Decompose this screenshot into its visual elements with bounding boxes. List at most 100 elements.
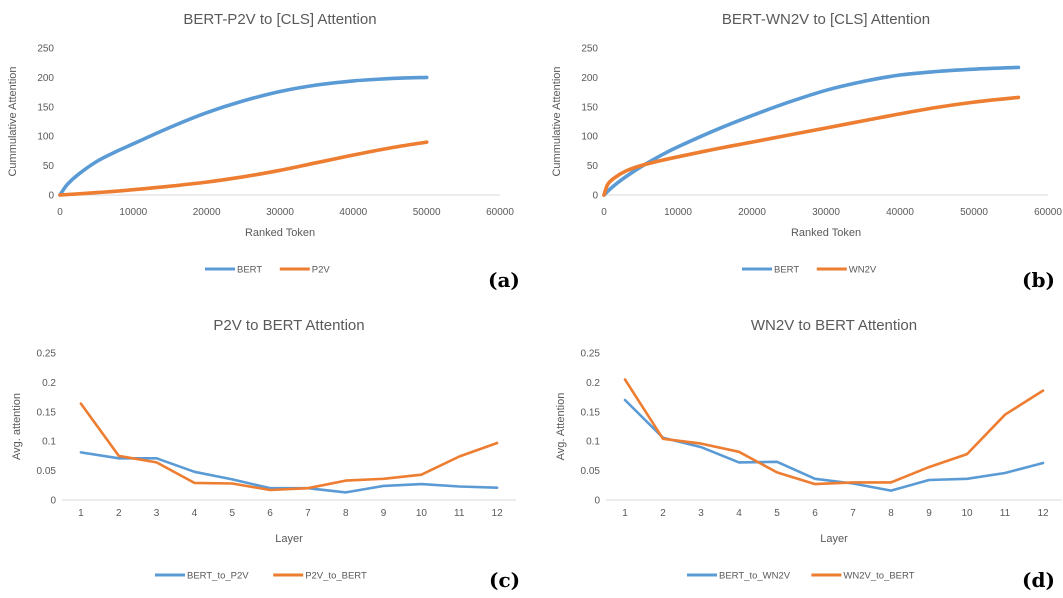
chart-c-ytick: 0.15 xyxy=(37,407,57,418)
chart-d-legend-label: BERT_to_WN2V xyxy=(719,571,791,582)
chart-d-series-wn2v-to-bert-line xyxy=(623,378,1045,486)
chart-b-xtick: 60000 xyxy=(1034,207,1062,218)
chart-a-xtick: 60000 xyxy=(486,207,514,218)
chart-panel-a: BERT-P2V to [CLS] Attention 0 50 100 150 200 2… xyxy=(0,0,531,299)
chart-c-ytick: 0.2 xyxy=(42,378,56,389)
chart-a-series-p2v-line xyxy=(58,140,429,197)
chart-d-xtick: 9 xyxy=(926,508,932,519)
chart-a-ylabel: Cummulative Attention xyxy=(7,66,19,176)
chart-c-xtick: 12 xyxy=(492,508,504,519)
chart-c-xtick: 11 xyxy=(454,508,465,519)
chart-b-legend-label: WN2V xyxy=(849,265,877,276)
chart-b-xlabel: Ranked Token xyxy=(791,227,861,239)
chart-d-legend-label: WN2V_to_BERT xyxy=(843,571,914,582)
chart-d-series-bert-to-wn2v-line xyxy=(623,398,1045,492)
chart-a-ytick: 50 xyxy=(43,161,55,172)
chart-a-ytick: 250 xyxy=(37,44,54,55)
chart-a-svg: BERT-P2V to [CLS] Attention 0 50 100 150 200 2… xyxy=(7,11,514,276)
chart-a-xtick: 20000 xyxy=(193,207,221,218)
chart-b-xtick: 10000 xyxy=(664,207,692,218)
panel-label-a: (a) xyxy=(488,268,520,292)
chart-b-xtick: 30000 xyxy=(812,207,840,218)
chart-b-xtick: 40000 xyxy=(886,207,914,218)
chart-b-svg: BERT-WN2V to [CLS] Attention 0 50 100 150 200… xyxy=(551,11,1062,276)
chart-d-title: WN2V to BERT Attention xyxy=(751,317,917,334)
chart-a-legend-label: P2V xyxy=(312,265,331,276)
chart-c-ytick: 0.1 xyxy=(42,437,56,448)
chart-d-ytick: 0 xyxy=(594,496,600,507)
chart-d-xtick: 12 xyxy=(1037,508,1049,519)
chart-c-xtick: 2 xyxy=(116,508,122,519)
chart-a-ytick: 200 xyxy=(37,73,54,84)
chart-a-xlabel: Ranked Token xyxy=(245,227,315,239)
chart-b-xtick: 20000 xyxy=(738,207,766,218)
chart-a-legend-label: BERT xyxy=(237,265,262,276)
chart-b-ylabel: Cummulative Attention xyxy=(551,66,563,176)
chart-b-title: BERT-WN2V to [CLS] Attention xyxy=(722,11,930,28)
panel-label-b: (b) xyxy=(1022,268,1055,292)
chart-b-ytick: 100 xyxy=(581,132,598,143)
chart-d-ytick: 0.05 xyxy=(581,466,601,477)
chart-d-xtick: 2 xyxy=(660,508,666,519)
chart-c-xtick: 10 xyxy=(416,508,428,519)
chart-c-title: P2V to BERT Attention xyxy=(213,317,364,334)
chart-panel-d: WN2V to BERT Attention 0 0.05 0.1 0.15 0.2 0.2… xyxy=(532,305,1063,598)
chart-a-xtick: 50000 xyxy=(413,207,441,218)
chart-b-ytick: 50 xyxy=(587,161,599,172)
chart-d-xtick: 8 xyxy=(888,508,894,519)
chart-a-title: BERT-P2V to [CLS] Attention xyxy=(183,11,376,28)
chart-a-xtick: 30000 xyxy=(266,207,294,218)
chart-d-ylabel: Avg. Attention xyxy=(555,393,567,461)
chart-d-xtick: 11 xyxy=(1000,508,1011,519)
chart-b-xtick: 0 xyxy=(601,207,607,218)
panel-label-c: (c) xyxy=(489,568,521,592)
chart-c-ytick: 0.05 xyxy=(37,466,57,477)
chart-c-svg: P2V to BERT Attention 0 0.05 0.1 0.15 0.2 0.25… xyxy=(11,317,516,582)
chart-c-xtick: 5 xyxy=(229,508,235,519)
chart-c-xtick: 6 xyxy=(267,508,273,519)
chart-d-ytick: 0.25 xyxy=(581,349,601,360)
chart-c-series-bert-to-p2v-line xyxy=(79,451,499,494)
chart-c-xtick: 8 xyxy=(343,508,349,519)
chart-c-xlabel: Layer xyxy=(275,533,303,545)
chart-d-ytick: 0.1 xyxy=(586,437,600,448)
chart-a-xtick: 10000 xyxy=(119,207,147,218)
chart-c-legend-label: BERT_to_P2V xyxy=(187,571,249,582)
chart-panel-c: P2V to BERT Attention 0 0.05 0.1 0.15 0.2 0.25… xyxy=(0,305,531,598)
chart-c-xtick: 3 xyxy=(154,508,160,519)
chart-d-xtick: 4 xyxy=(736,508,742,519)
chart-c-ylabel: Avg. attention xyxy=(11,393,23,460)
chart-a-xtick: 40000 xyxy=(339,207,367,218)
chart-d-ytick: 0.2 xyxy=(586,378,600,389)
chart-a-xtick: 0 xyxy=(57,207,63,218)
chart-d-svg: WN2V to BERT Attention 0 0.05 0.1 0.15 0.2 0.2… xyxy=(555,317,1062,582)
chart-c-ytick: 0.25 xyxy=(37,349,57,360)
chart-d-xtick: 5 xyxy=(774,508,780,519)
chart-d-xtick: 1 xyxy=(622,508,628,519)
chart-d-xtick: 7 xyxy=(850,508,856,519)
chart-c-xtick: 1 xyxy=(78,508,84,519)
chart-c-ytick: 0 xyxy=(50,496,56,507)
chart-panel-b: BERT-WN2V to [CLS] Attention 0 50 100 150 200… xyxy=(532,0,1063,299)
chart-a-series-bert-line xyxy=(58,75,429,197)
chart-a-ytick: 0 xyxy=(48,191,54,202)
chart-c-series-p2v-to-bert-line xyxy=(79,402,499,492)
chart-b-xtick: 50000 xyxy=(960,207,988,218)
chart-a-ytick: 150 xyxy=(37,102,54,113)
chart-c-xtick: 9 xyxy=(381,508,387,519)
chart-c-xtick: 7 xyxy=(305,508,311,519)
chart-a-ytick: 100 xyxy=(37,132,54,143)
panel-label-d: (d) xyxy=(1022,568,1055,592)
chart-b-ytick: 200 xyxy=(581,73,598,84)
chart-b-series-wn2v-line xyxy=(602,95,1021,197)
chart-d-xtick: 3 xyxy=(698,508,704,519)
chart-d-xtick: 6 xyxy=(812,508,818,519)
chart-d-ytick: 0.15 xyxy=(581,407,601,418)
chart-b-legend-label: BERT xyxy=(774,265,799,276)
chart-c-legend-label: P2V_to_BERT xyxy=(305,571,367,582)
chart-b-ytick: 0 xyxy=(592,191,598,202)
chart-d-xtick: 10 xyxy=(961,508,973,519)
chart-b-ytick: 150 xyxy=(581,102,598,113)
chart-b-ytick: 250 xyxy=(581,44,598,55)
chart-c-xtick: 4 xyxy=(192,508,198,519)
